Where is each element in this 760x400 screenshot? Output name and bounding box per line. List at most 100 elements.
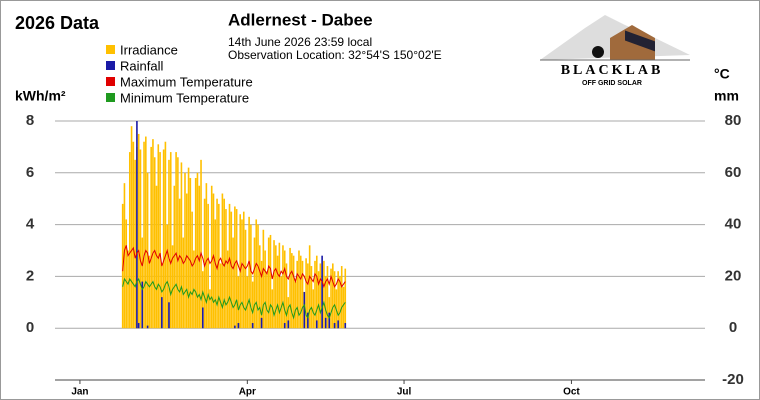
bar bbox=[196, 172, 199, 329]
bar bbox=[212, 193, 215, 329]
bar bbox=[216, 198, 218, 329]
bar bbox=[319, 263, 322, 329]
bar bbox=[280, 276, 282, 329]
bar bbox=[269, 234, 272, 329]
bar bbox=[127, 250, 129, 329]
bar bbox=[285, 263, 288, 329]
bar bbox=[310, 266, 313, 329]
bar bbox=[282, 245, 284, 329]
y-tick-label: 0 bbox=[26, 319, 34, 336]
bar bbox=[185, 193, 188, 329]
y-tick-label: 6 bbox=[26, 164, 34, 181]
bar bbox=[244, 229, 247, 329]
bar bbox=[198, 185, 201, 329]
bar bbox=[177, 157, 179, 329]
bar bbox=[150, 146, 152, 329]
bar bbox=[237, 276, 240, 329]
bar bbox=[187, 167, 190, 329]
bar bbox=[337, 271, 339, 329]
bar bbox=[155, 185, 158, 329]
bar bbox=[184, 172, 186, 329]
bar bbox=[305, 258, 307, 329]
bar bbox=[146, 172, 149, 329]
bar bbox=[136, 121, 138, 329]
logo-tagline: OFF GRID SOLAR bbox=[582, 80, 642, 87]
bar bbox=[328, 312, 331, 329]
bar bbox=[315, 320, 318, 329]
bar bbox=[326, 266, 329, 329]
bar bbox=[298, 250, 300, 329]
bar bbox=[202, 271, 204, 329]
x-tick-label: Jul bbox=[397, 387, 412, 398]
bar bbox=[218, 203, 220, 329]
bar bbox=[180, 162, 183, 329]
bar bbox=[242, 211, 245, 329]
bar bbox=[168, 159, 170, 329]
bar bbox=[152, 139, 154, 329]
legend-label: Minimum Temperature bbox=[120, 90, 249, 105]
y2-tick-label: 20 bbox=[725, 267, 742, 284]
bar bbox=[283, 250, 286, 329]
bar bbox=[237, 323, 240, 329]
bar bbox=[301, 260, 304, 329]
bar bbox=[250, 224, 252, 329]
bar bbox=[312, 289, 315, 329]
bar bbox=[234, 206, 236, 329]
logo: BLACKLAB OFF GRID SOLAR bbox=[540, 15, 690, 87]
bar bbox=[257, 224, 259, 329]
bar bbox=[203, 198, 206, 329]
y-tick-label: 4 bbox=[26, 216, 35, 233]
bar bbox=[344, 268, 347, 329]
bar bbox=[128, 152, 131, 329]
bar bbox=[246, 276, 249, 329]
bar bbox=[276, 255, 279, 329]
bar bbox=[145, 136, 147, 329]
bar bbox=[157, 144, 160, 329]
bar bbox=[248, 216, 250, 329]
bar bbox=[161, 263, 163, 329]
bar bbox=[294, 281, 297, 329]
bar bbox=[278, 242, 281, 329]
bar bbox=[303, 291, 306, 329]
bar bbox=[159, 152, 161, 329]
bar bbox=[175, 152, 177, 329]
bar bbox=[137, 323, 140, 329]
bar bbox=[230, 211, 233, 329]
y2-tick-label: 0 bbox=[729, 319, 737, 336]
y-tick-label: 2 bbox=[26, 267, 34, 284]
legend-swatch bbox=[106, 93, 115, 102]
bar bbox=[299, 255, 302, 329]
bar bbox=[289, 247, 291, 329]
bar bbox=[266, 271, 268, 329]
bar bbox=[234, 325, 236, 329]
bar bbox=[315, 255, 318, 329]
bar bbox=[143, 141, 145, 329]
bar bbox=[260, 317, 263, 329]
legend-swatch bbox=[106, 77, 115, 86]
bar bbox=[132, 141, 135, 329]
bar bbox=[333, 271, 336, 329]
bar bbox=[228, 203, 231, 329]
y-axis-label: kWh/m² bbox=[15, 88, 66, 104]
bar bbox=[125, 219, 128, 329]
bar bbox=[205, 183, 208, 329]
bar bbox=[241, 219, 243, 329]
bar bbox=[146, 325, 149, 329]
bar bbox=[191, 211, 193, 329]
bar bbox=[162, 149, 165, 329]
bar bbox=[189, 177, 192, 329]
bar bbox=[314, 260, 316, 329]
bar bbox=[258, 245, 261, 329]
bar bbox=[161, 297, 163, 329]
bar bbox=[225, 209, 227, 329]
x-tick-label: Oct bbox=[563, 387, 580, 398]
bar bbox=[207, 203, 209, 329]
bar bbox=[137, 133, 140, 329]
bar bbox=[308, 245, 311, 329]
legend-swatch bbox=[106, 45, 115, 54]
bar bbox=[219, 263, 222, 329]
bar bbox=[226, 250, 229, 329]
bar bbox=[166, 224, 168, 329]
